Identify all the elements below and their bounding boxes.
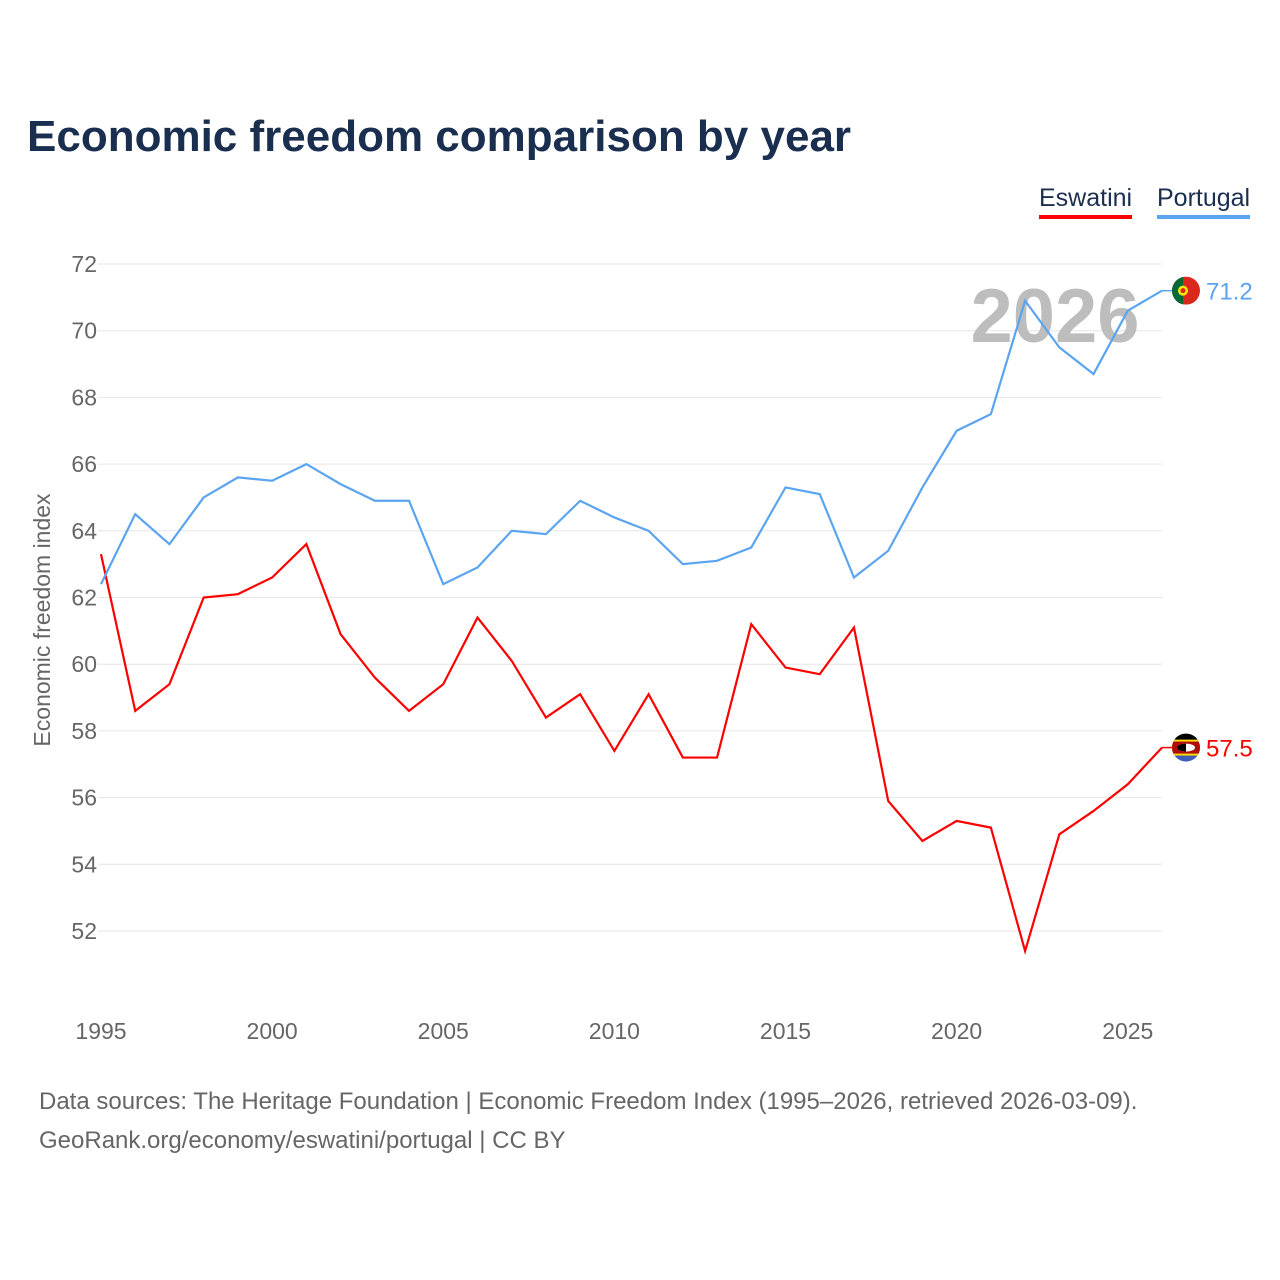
footer-credit[interactable]: GeoRank.org/economy/eswatini/portugal | … xyxy=(39,1127,566,1154)
y-tick-label: 68 xyxy=(71,384,97,410)
x-tick-label: 2025 xyxy=(1102,1018,1153,1044)
y-tick-label: 58 xyxy=(71,718,97,744)
x-tick-label: 2005 xyxy=(418,1018,469,1044)
chart-title: Economic freedom comparison by year xyxy=(27,112,852,161)
x-tick-label: 1995 xyxy=(75,1018,126,1044)
x-tick-label: 2020 xyxy=(931,1018,982,1044)
x-tick-label: 2015 xyxy=(760,1018,811,1044)
y-tick-label: 64 xyxy=(71,518,97,544)
end-value-label-eswatini: 57.5 xyxy=(1206,736,1253,763)
x-tick-label: 2000 xyxy=(247,1018,298,1044)
end-value-label-portugal: 71.2 xyxy=(1206,279,1253,306)
y-axis-label: Economic freedom index xyxy=(29,493,55,747)
y-tick-label: 54 xyxy=(71,851,97,877)
legend-item-eswatini[interactable]: Eswatini xyxy=(1039,184,1133,219)
y-tick-label: 62 xyxy=(71,585,97,611)
x-tick-label: 2010 xyxy=(589,1018,640,1044)
flag-icon-eswatini xyxy=(1172,733,1200,762)
y-tick-label: 66 xyxy=(71,451,97,477)
series-line-eswatini xyxy=(99,542,1163,956)
flag-icon-portugal xyxy=(1172,276,1200,305)
legend-item-portugal[interactable]: Portugal xyxy=(1157,184,1251,219)
y-tick-label: 72 xyxy=(71,251,97,277)
footer-sources: Data sources: The Heritage Foundation | … xyxy=(39,1088,1138,1115)
y-tick-label: 52 xyxy=(71,918,97,944)
y-tick-label: 60 xyxy=(71,651,97,677)
series-line-portugal xyxy=(100,289,1163,586)
year-watermark: 2026 xyxy=(970,274,1139,359)
y-tick-label: 56 xyxy=(71,785,97,811)
y-tick-label: 70 xyxy=(71,318,97,344)
